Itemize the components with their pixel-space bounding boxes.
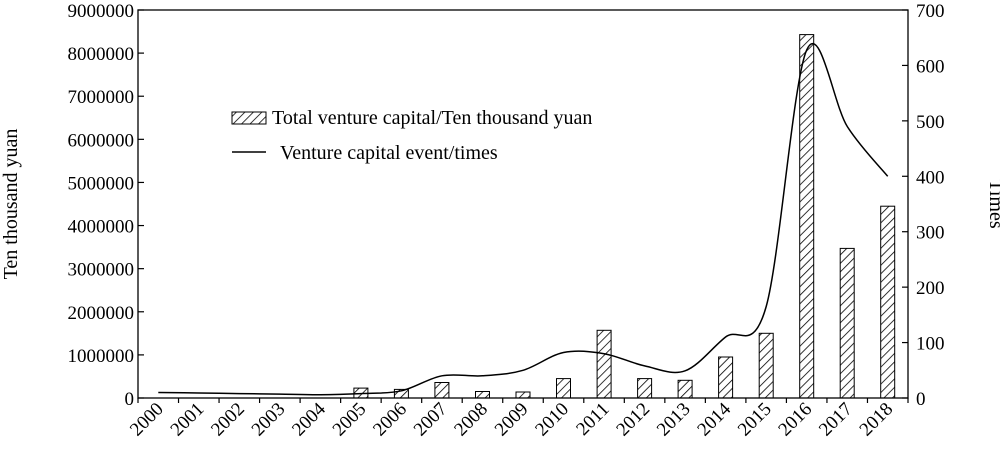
line-event-times — [158, 42, 889, 396]
right-tick-label: 400 — [916, 167, 945, 188]
bar-2008 — [475, 391, 490, 399]
x-tick-label: 2004 — [288, 398, 330, 440]
line-series — [158, 42, 889, 396]
bar-2017 — [839, 247, 855, 399]
x-tick-label: 2013 — [653, 399, 695, 441]
bar-2007 — [434, 382, 450, 399]
legend: Total venture capital/Ten thousand yuan … — [231, 107, 592, 164]
left-tick-label: 6000000 — [68, 130, 135, 151]
x-tick-label: 2005 — [329, 399, 371, 441]
x-tick-label: 2010 — [531, 399, 573, 441]
left-tick-label: 9000000 — [68, 1, 135, 22]
bar-2010 — [556, 378, 571, 399]
x-tick-label: 2014 — [693, 398, 735, 440]
left-tick-label: 2000000 — [68, 303, 135, 324]
left-tick-label: 4000000 — [68, 217, 135, 238]
bar-2009 — [515, 391, 531, 399]
right-tick-label: 700 — [916, 1, 945, 22]
x-tick-label: 2006 — [369, 399, 411, 441]
x-tick-label: 2007 — [410, 399, 452, 441]
bar-2018 — [880, 205, 896, 399]
legend-bar-label: Total venture capital/Ten thousand yuan — [272, 107, 592, 129]
y-axis-left-label: Ten thousand yuan — [0, 129, 22, 280]
x-tick-label: 2011 — [572, 399, 613, 440]
bar-2012 — [637, 378, 653, 399]
left-tick-label: 3000000 — [68, 260, 135, 281]
left-axis: 0 1000000 2000000 3000000 4000000 5000000 6000… — [68, 1, 144, 410]
x-tick-label: 2015 — [734, 399, 776, 441]
bar-2013 — [677, 379, 693, 399]
x-tick-label: 2008 — [450, 399, 492, 441]
right-tick-label: 300 — [916, 223, 945, 244]
left-tick-label: 5000000 — [68, 173, 135, 194]
x-tick-label: 2016 — [775, 399, 817, 441]
x-tick-label: 2003 — [248, 399, 290, 441]
left-tick-label: 8000000 — [68, 44, 135, 65]
bar-2014 — [718, 356, 734, 399]
x-tick-label: 2001 — [167, 399, 209, 441]
bar-2016 — [799, 34, 815, 399]
x-tick-label: 2017 — [815, 399, 857, 441]
x-tick-label: 2018 — [856, 399, 898, 441]
x-tick-label: 2002 — [207, 399, 249, 441]
bar-2015 — [758, 332, 774, 399]
x-tick-label: 2009 — [491, 399, 533, 441]
right-axis: 0 100 200 300 400 500 600 700 — [902, 1, 945, 410]
right-tick-label: 600 — [916, 56, 945, 77]
y-axis-right-label: Times — [985, 179, 1000, 229]
bar-series — [353, 34, 896, 399]
left-tick-label: 7000000 — [68, 87, 135, 108]
x-tick-label: 2012 — [612, 399, 654, 441]
plot-frame — [137, 9, 909, 399]
left-tick-label: 1000000 — [68, 346, 135, 367]
left-tick-label: 0 — [125, 389, 135, 410]
right-tick-label: 200 — [916, 278, 945, 299]
right-tick-label: 100 — [916, 334, 945, 355]
bar-2011 — [596, 329, 612, 399]
right-tick-label: 0 — [916, 389, 926, 410]
x-axis: 2000200120022003200420052006200720082009… — [126, 398, 909, 441]
legend-bar-swatch — [231, 111, 267, 125]
legend-line-label: Venture capital event/times — [280, 142, 498, 164]
right-tick-label: 500 — [916, 112, 945, 133]
